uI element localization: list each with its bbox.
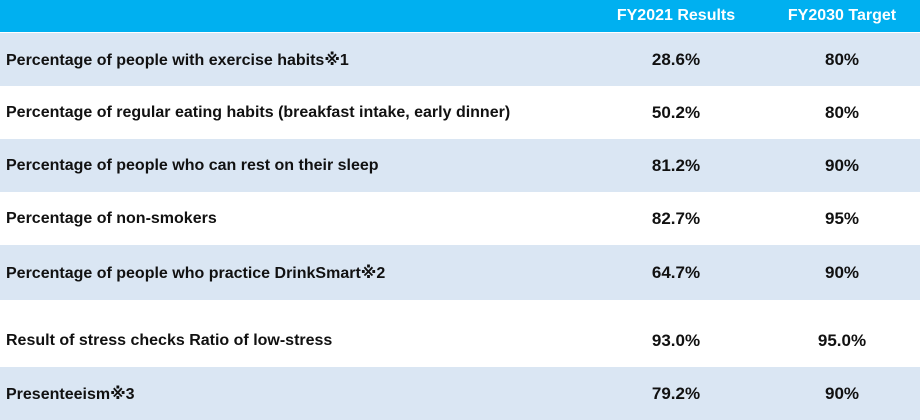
row-result: 28.6%: [651, 49, 701, 69]
row-target: 90%: [824, 262, 860, 282]
row-label: Result of stress checks Ratio of low-str…: [6, 332, 333, 349]
row-label: Percentage of non-smokers: [6, 209, 217, 227]
header-fy2021-results: FY2021 Results: [616, 7, 736, 24]
row-result: 64.7%: [651, 262, 701, 282]
table-row-drinksmart: Percentage of people who practice DrinkS…: [0, 245, 920, 300]
table-header-row: FY2021 Results FY2030 Target: [0, 0, 920, 32]
table-row-stress-check: Result of stress checks Ratio of low-str…: [0, 315, 920, 367]
row-label: Presenteeism※3: [6, 385, 135, 403]
row-target: 95.0%: [817, 331, 867, 350]
row-label: Percentage of regular eating habits (bre…: [6, 103, 511, 121]
header-fy2030-target: FY2030 Target: [787, 7, 897, 24]
table-row-exercise-habits: Percentage of people with exercise habit…: [0, 33, 920, 86]
row-target: 95%: [824, 208, 860, 228]
row-target: 80%: [824, 49, 860, 69]
row-result: 82.7%: [651, 208, 701, 228]
table-row-non-smokers: Percentage of non-smokers 82.7% 95%: [0, 192, 920, 245]
row-result: 93.0%: [651, 331, 701, 350]
row-target: 80%: [824, 102, 860, 122]
row-label: Percentage of people who can rest on the…: [6, 156, 379, 174]
row-result: 50.2%: [651, 102, 701, 122]
table-row-presenteeism: Presenteeism※3 79.2% 90%: [0, 367, 920, 420]
row-result: 79.2%: [651, 383, 701, 403]
row-result: 81.2%: [651, 155, 701, 175]
row-label: Percentage of people who practice DrinkS…: [6, 264, 386, 282]
table-row-eating-habits: Percentage of regular eating habits (bre…: [0, 86, 920, 139]
row-target: 90%: [824, 383, 860, 403]
row-label: Percentage of people with exercise habit…: [6, 51, 349, 69]
table-row-sleep-rest: Percentage of people who can rest on the…: [0, 139, 920, 192]
row-target: 90%: [824, 155, 860, 175]
